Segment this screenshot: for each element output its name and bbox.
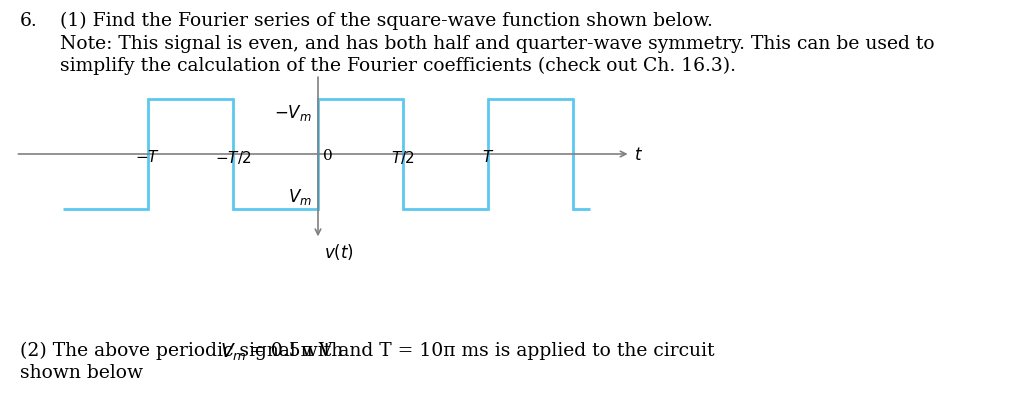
Text: $T/2$: $T/2$ (391, 148, 415, 166)
Text: Note: This signal is even, and has both half and quarter-wave symmetry. This can: Note: This signal is even, and has both … (60, 35, 935, 53)
Text: $v(t)$: $v(t)$ (324, 242, 354, 262)
Text: $-T$: $-T$ (135, 148, 161, 164)
Text: (1) Find the Fourier series of the square-wave function shown below.: (1) Find the Fourier series of the squar… (60, 12, 713, 30)
Text: $-T/2$: $-T/2$ (215, 148, 252, 166)
Text: $-V_m$: $-V_m$ (274, 103, 312, 123)
Text: shown below: shown below (20, 363, 143, 381)
Text: $T$: $T$ (482, 148, 495, 164)
Text: 0: 0 (323, 148, 333, 163)
Text: $V_m$: $V_m$ (220, 341, 247, 362)
Text: simplify the calculation of the Fourier coefficients (check out Ch. 16.3).: simplify the calculation of the Fourier … (60, 57, 736, 75)
Text: (2) The above periodic signal with: (2) The above periodic signal with (20, 341, 349, 360)
Text: $V_m$: $V_m$ (288, 187, 312, 207)
Text: = 0.5π V and T = 10π ms is applied to the circuit: = 0.5π V and T = 10π ms is applied to th… (243, 341, 715, 359)
Text: $t$: $t$ (634, 146, 642, 164)
Text: 6.: 6. (20, 12, 38, 30)
